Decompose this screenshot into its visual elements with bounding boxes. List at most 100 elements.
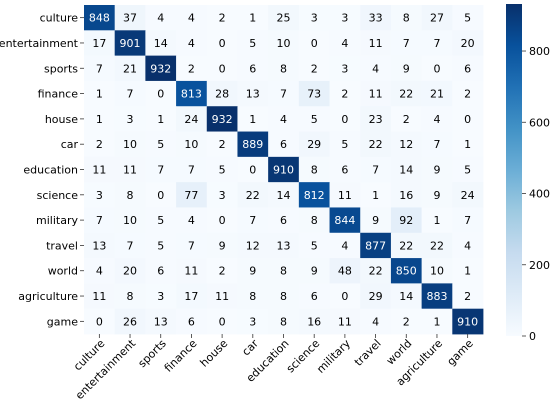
- heatmap-cell-culture-world: [390, 5, 423, 31]
- heatmap-cell-education-travel: [360, 156, 392, 183]
- heatmap-cell-travel-car: [237, 232, 269, 259]
- cell-value-label: 22: [246, 189, 260, 202]
- heatmap-cell-game-house: [206, 308, 238, 335]
- cell-value-label: 7: [464, 214, 471, 227]
- cell-value-label: 92: [399, 214, 413, 227]
- cell-value-label: 910: [273, 164, 294, 177]
- y-tick-label-military: military: [36, 214, 78, 227]
- cell-value-label: 3: [341, 62, 348, 75]
- heatmap-cell-travel-finance: [176, 232, 208, 259]
- heatmap-cell-culture-game: [452, 5, 484, 31]
- cell-value-label: 11: [184, 265, 198, 278]
- cell-value-label: 6: [341, 164, 348, 177]
- cell-value-label: 12: [399, 138, 413, 151]
- cell-value-label: 22: [399, 239, 413, 252]
- heatmap-cell-science-house: [206, 182, 238, 208]
- cell-value-label: 13: [246, 88, 260, 101]
- heatmap-cell-entertainment-education: [268, 30, 300, 57]
- heatmap-cell-military-education: [268, 207, 300, 234]
- heatmap-cell-entertainment-entertainment: [114, 30, 146, 57]
- cell-value-label: 10: [123, 138, 137, 151]
- heatmap-cell-education-agriculture: [421, 156, 453, 183]
- heatmap-cell-culture-agriculture: [421, 5, 453, 31]
- cell-value-label: 4: [188, 214, 195, 227]
- heatmap-cell-agriculture-game: [452, 283, 484, 310]
- cell-value-label: 20: [123, 265, 137, 278]
- cell-value-label: 23: [369, 113, 383, 126]
- heatmap-cell-military-game: [452, 207, 484, 234]
- heatmap-cell-game-finance: [176, 308, 208, 335]
- y-tick-label-house: house: [45, 113, 78, 126]
- heatmap-cell-sports-military: [329, 55, 361, 82]
- heatmap-cell-science-car: [237, 182, 269, 208]
- cell-value-label: 4: [157, 12, 164, 25]
- y-tick-label-culture: culture: [40, 12, 79, 25]
- heatmap-cell-military-world: [390, 207, 423, 234]
- heatmap-cell-military-house: [206, 207, 238, 234]
- heatmap-cell-world-sports: [145, 258, 177, 284]
- cell-value-label: 7: [188, 164, 195, 177]
- cell-value-label: 24: [184, 113, 198, 126]
- heatmap-cell-sports-science: [298, 55, 330, 82]
- cell-value-label: 16: [399, 189, 413, 202]
- heatmap-cell-car-entertainment: [114, 131, 146, 158]
- heatmap-cell-entertainment-culture: [84, 30, 116, 57]
- heatmap-cell-world-world: [390, 258, 423, 284]
- heatmap-cell-car-travel: [360, 131, 392, 158]
- heatmap-cell-house-education: [268, 106, 300, 132]
- heatmap-cell-science-science: [298, 182, 330, 208]
- cell-value-label: 11: [369, 37, 383, 50]
- y-tick-label-travel: travel: [46, 239, 78, 252]
- cell-value-label: 37: [123, 12, 137, 25]
- heatmap-cell-agriculture-house: [206, 283, 238, 310]
- heatmap-cell-house-game: [452, 106, 484, 132]
- cell-value-label: 11: [92, 164, 106, 177]
- heatmap-cell-finance-agriculture: [421, 80, 453, 107]
- cell-value-label: 910: [457, 315, 478, 328]
- cell-value-label: 1: [96, 88, 103, 101]
- cell-value-label: 7: [127, 88, 134, 101]
- cell-value-label: 0: [219, 37, 226, 50]
- heatmap-cell-agriculture-education: [268, 283, 300, 310]
- cell-value-label: 932: [150, 62, 171, 75]
- cell-value-label: 1: [464, 138, 471, 151]
- heatmap-cell-travel-agriculture: [421, 232, 453, 259]
- colorbar: 0 200 400 600 800: [506, 4, 550, 343]
- cell-value-label: 9: [249, 265, 256, 278]
- heatmap-cell-entertainment-travel: [360, 30, 392, 57]
- cell-value-label: 3: [157, 290, 164, 303]
- heatmap-cell-education-education: [268, 156, 300, 183]
- cell-value-label: 932: [212, 113, 233, 126]
- cell-value-label: 0: [96, 315, 103, 328]
- heatmap-cell-house-world: [390, 106, 423, 132]
- heatmap-cell-culture-finance: [176, 5, 208, 31]
- heatmap-cell-agriculture-finance: [176, 283, 208, 310]
- cell-value-label: 16: [307, 315, 321, 328]
- cell-value-label: 24: [461, 189, 475, 202]
- cell-value-label: 5: [219, 164, 226, 177]
- heatmap-cell-entertainment-sports: [145, 30, 177, 57]
- cell-value-label: 1: [96, 113, 103, 126]
- cell-value-label: 14: [399, 290, 413, 303]
- heatmap-cell-travel-travel: [360, 232, 392, 259]
- cell-value-label: 4: [372, 62, 379, 75]
- cell-value-label: 6: [157, 265, 164, 278]
- heatmap-cell-military-science: [298, 207, 330, 234]
- cell-value-label: 901: [120, 37, 141, 50]
- heatmap-cell-education-car: [237, 156, 269, 183]
- heatmap-cell-culture-travel: [360, 5, 392, 31]
- cell-value-label: 8: [280, 290, 287, 303]
- cell-value-label: 8: [280, 315, 287, 328]
- heatmap-cell-finance-travel: [360, 80, 392, 107]
- heatmap-cell-entertainment-world: [390, 30, 423, 57]
- heatmap-cell-house-culture: [84, 106, 116, 132]
- cell-value-label: 9: [311, 265, 318, 278]
- cell-value-label: 3: [311, 12, 318, 25]
- heatmap-cell-travel-culture: [84, 232, 116, 259]
- heatmap-cell-car-world: [390, 131, 423, 158]
- heatmap-cell-house-sports: [145, 106, 177, 132]
- cell-value-label: 27: [430, 12, 444, 25]
- cell-value-label: 11: [123, 164, 137, 177]
